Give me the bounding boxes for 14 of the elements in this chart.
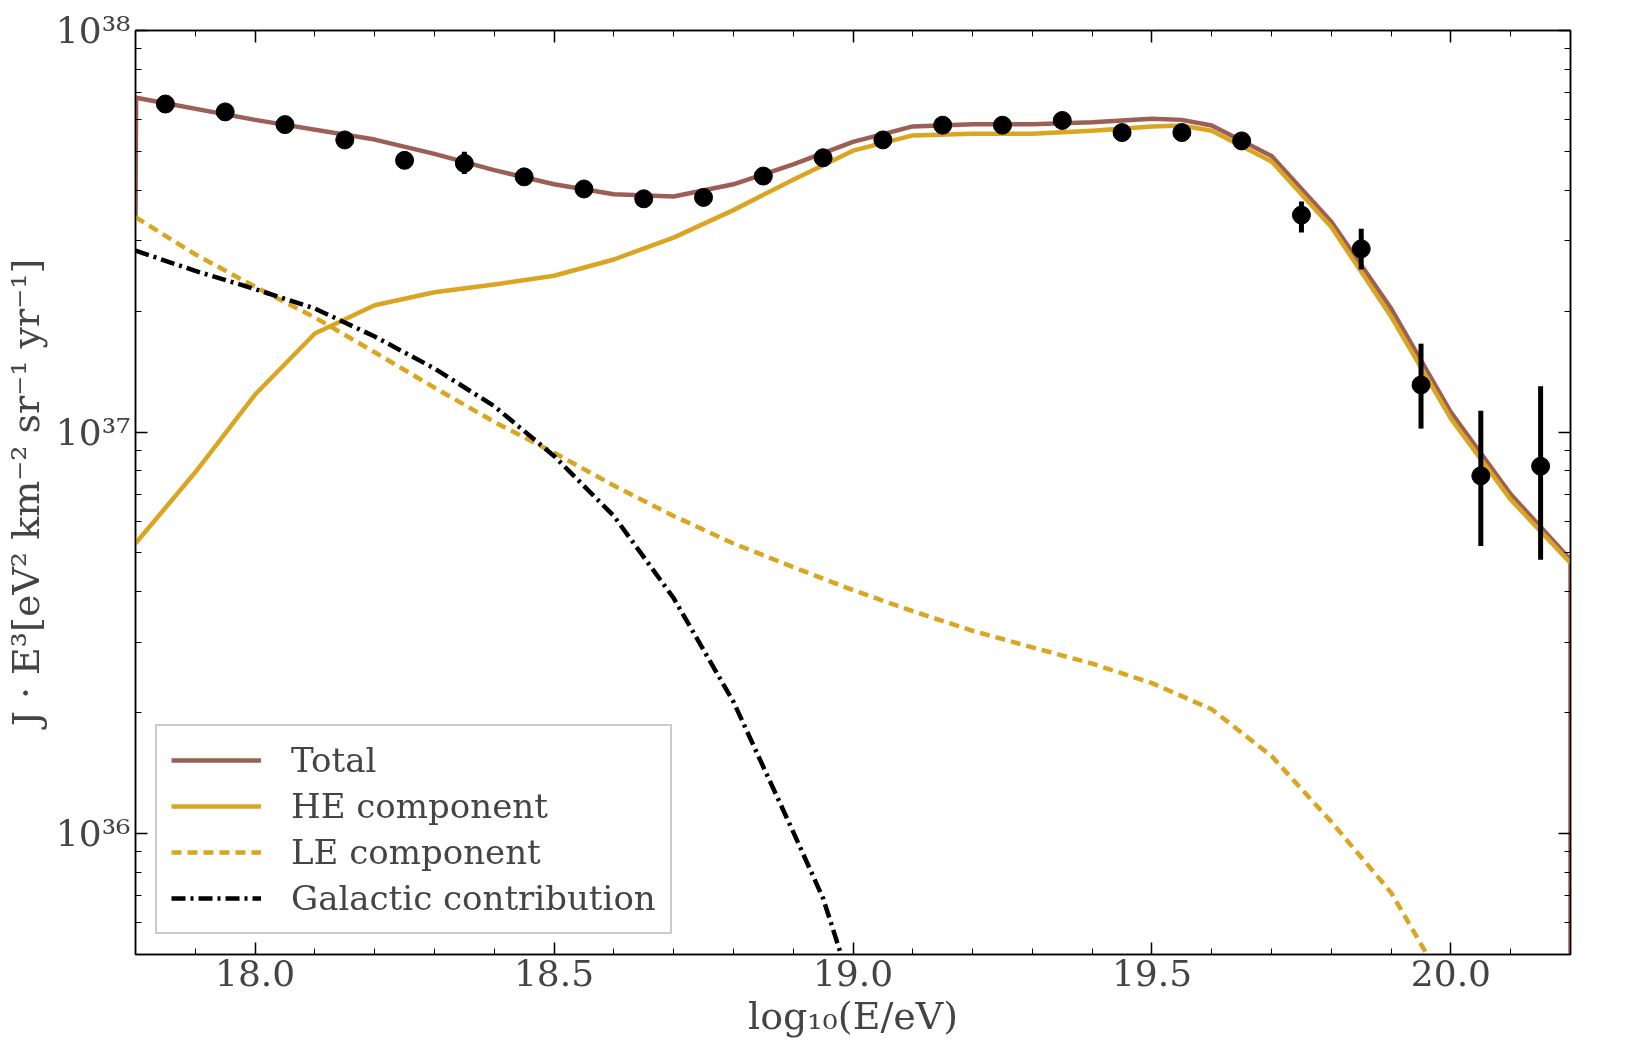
legend-label: Galactic contribution [291, 878, 656, 918]
x-tick-label: 19.5 [1111, 952, 1193, 994]
legend-label: HE component [291, 786, 548, 826]
y-tick-label: 10³⁸ [55, 10, 131, 51]
legend-label: Total [291, 740, 377, 780]
x-tick-label: 20.0 [1410, 952, 1491, 994]
legend-label: LE component [291, 832, 541, 872]
x-tick-label: 18.5 [513, 952, 595, 994]
y-tick-label: 10³⁶ [55, 813, 131, 855]
x-axis-title: log₁₀(E/eV) [748, 993, 958, 1038]
x-tick-label: 19.0 [812, 952, 894, 994]
x-tick-label: 18.0 [215, 952, 296, 994]
y-axis-title: J · E³[eV² km⁻² sr⁻¹ yr⁻¹] [3, 258, 48, 731]
y-tick-label: 10³⁷ [55, 411, 131, 453]
